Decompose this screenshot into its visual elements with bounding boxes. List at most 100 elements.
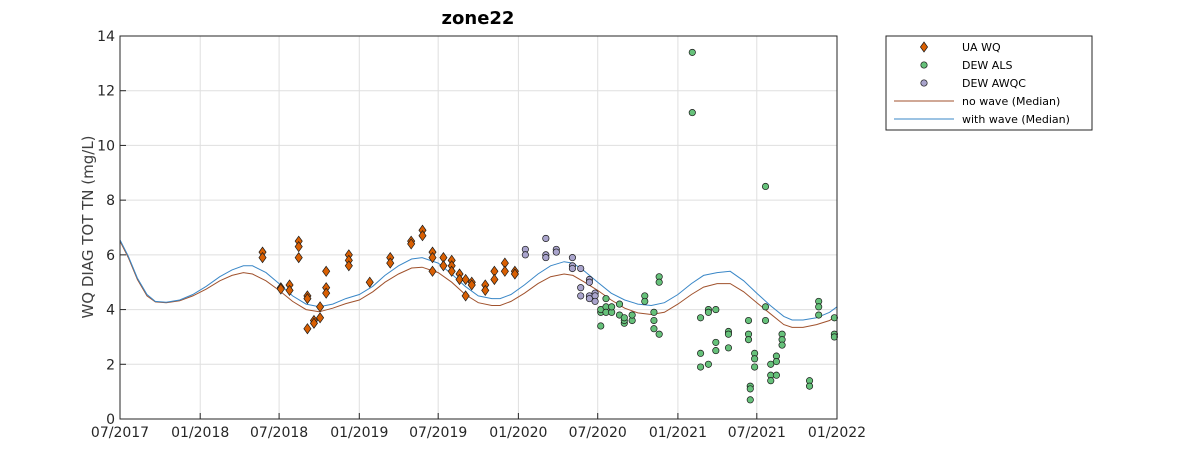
x-tick-label: 01/2019: [330, 425, 388, 441]
ua-wq-point: [467, 279, 476, 291]
legend-item: no wave (Median): [894, 95, 1060, 108]
legend-item: DEW AWQC: [920, 77, 1026, 90]
dew-als-point: [724, 330, 733, 338]
chart-title: zone22: [442, 8, 515, 29]
x-tick-label: 07/2019: [409, 425, 467, 441]
ua-wq-point: [428, 251, 437, 264]
dew-als-point: [746, 385, 754, 393]
dew-als-point: [761, 316, 770, 325]
ua-wq-point: [461, 290, 470, 302]
y-tick-label: 4: [106, 303, 115, 319]
ua-wq-point: [439, 260, 448, 272]
x-tick-label: 07/2020: [569, 425, 627, 441]
dew-awqc-point: [542, 234, 550, 242]
ua-wq-point: [500, 265, 509, 277]
ua-wq-point: [285, 284, 294, 297]
x-tick-label: 07/2021: [728, 425, 786, 441]
legend-label: no wave (Median): [962, 95, 1060, 108]
legend-diamond-swatch: [919, 41, 929, 53]
y-tick-label: 2: [106, 357, 115, 373]
legend-circle-swatch: [920, 61, 928, 69]
dew-als-point: [815, 303, 823, 311]
ua-wq-point: [344, 260, 353, 272]
x-tick-label: 01/2018: [171, 425, 229, 441]
dew-als-point: [704, 308, 712, 316]
x-tick-label: 01/2022: [808, 425, 866, 441]
ua-wq-point: [481, 284, 490, 297]
grid: [120, 36, 837, 419]
dew-als-point: [704, 360, 712, 368]
dew-als-point: [697, 363, 705, 371]
ua-wq-point: [510, 268, 519, 280]
dew-awqc-point: [552, 248, 560, 256]
legend: UA WQ DEW ALS DEW AWQC no wave (Median) with…: [885, 35, 1093, 131]
dew-awqc-point: [577, 292, 585, 300]
legend-item: UA WQ: [919, 41, 1001, 54]
dew-als-point: [608, 303, 616, 311]
dew-als-point: [688, 48, 696, 56]
x-tick-label: 07/2017: [91, 425, 149, 441]
legend-box: [885, 35, 1093, 131]
dew-als-point: [641, 297, 649, 305]
ua-wq-point: [455, 273, 464, 286]
dew-als-point: [712, 306, 720, 314]
dew-als-point: [688, 109, 696, 117]
ua-wq-point: [303, 293, 312, 305]
dew-als-point: [655, 330, 663, 338]
y-tick-label: 6: [106, 248, 115, 264]
ua-wq-point: [294, 241, 303, 253]
dew-als-point: [815, 311, 823, 319]
ua-wq-point: [386, 257, 395, 269]
ua-wq-point: [490, 273, 499, 286]
dew-awqc-point: [521, 251, 529, 259]
dew-als-point: [712, 338, 720, 346]
dew-als-point: [697, 349, 705, 357]
dew-als-point: [751, 363, 759, 371]
y-tick-label: 8: [106, 193, 115, 209]
y-tick-label: 0: [106, 412, 115, 428]
y-tick-label: 10: [97, 138, 115, 154]
dew-als-point: [650, 316, 658, 325]
ua-wq-point: [309, 317, 318, 329]
observation-markers: [258, 48, 838, 404]
dew-awqc-point: [577, 264, 585, 273]
y-tick-label: 12: [97, 84, 115, 100]
dew-als-point: [830, 314, 838, 322]
median-lines: [119, 239, 838, 328]
legend-label: DEW ALS: [962, 59, 1012, 72]
ua-wq-point: [407, 238, 416, 250]
legend-item: with wave (Median): [894, 113, 1070, 126]
x-tick-label: 01/2020: [489, 425, 547, 441]
ua-wq-point: [294, 251, 303, 264]
ua-wq-point: [461, 273, 470, 286]
ua-wq-point: [316, 312, 325, 324]
dew-als-point: [655, 278, 663, 286]
axis-ticks: 07/2017 01/2018 07/2018 01/2019 07/2019 01/20…: [91, 29, 866, 441]
dew-awqc-point: [568, 264, 576, 273]
dew-als-point: [772, 371, 780, 379]
dew-als-point: [650, 325, 658, 333]
dew-als-point: [712, 347, 720, 355]
dew-als-point: [767, 360, 775, 368]
ua-wq-point: [322, 265, 331, 277]
dew-als-point: [597, 322, 605, 330]
ua-wq-point: [418, 230, 427, 242]
dew-als-point: [805, 382, 814, 390]
dew-als-point: [697, 314, 705, 322]
dew-als-point: [620, 314, 628, 322]
dew-als-point: [761, 182, 770, 191]
dew-als-point: [778, 341, 786, 349]
ua-wq-point: [428, 265, 437, 277]
dew-als-point: [772, 357, 780, 366]
ua-wq-point: [303, 323, 312, 335]
x-tick-label: 01/2021: [649, 425, 707, 441]
legend-circle-swatch: [920, 79, 928, 87]
dew-awqc-point: [591, 297, 599, 305]
dew-als-point: [650, 308, 658, 316]
dew-awqc-point: [568, 254, 576, 262]
ua-wq-point: [322, 287, 331, 299]
y-tick-label: 14: [97, 29, 115, 45]
legend-label: DEW AWQC: [962, 77, 1026, 90]
dew-als-point: [628, 311, 636, 319]
